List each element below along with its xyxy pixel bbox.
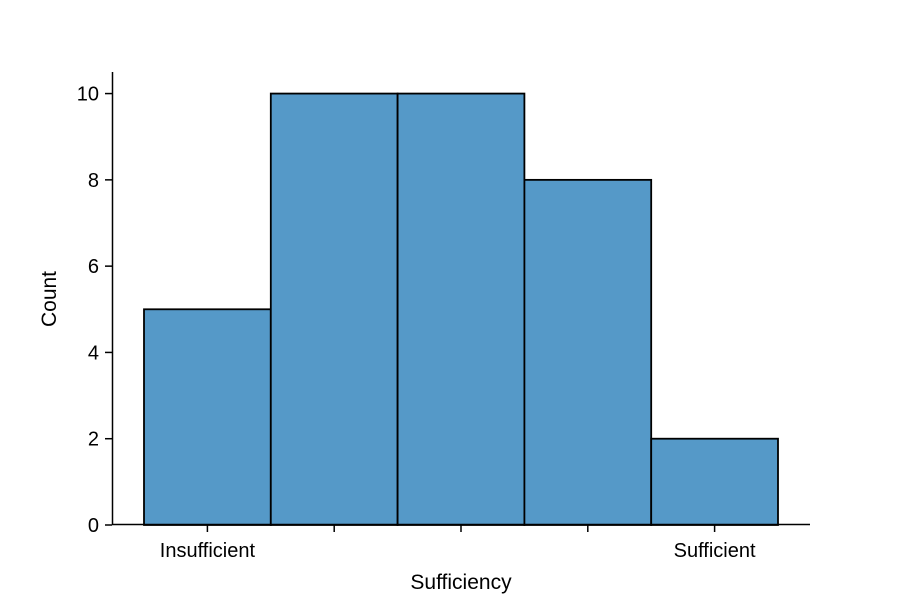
histogram-bar-4: [523, 178, 653, 526]
y-ticks: 0 2 4 6 8 10: [77, 84, 112, 537]
x-axis-label: Sufficiency: [410, 571, 512, 594]
y-tick-label: 0: [88, 515, 99, 537]
bars-layer: [143, 92, 779, 526]
histogram-bar-1: [143, 308, 272, 526]
histogram-bar-2: [269, 92, 399, 526]
x-ticks: Insufficient Sufficient: [160, 525, 756, 562]
axes-layer: [111, 72, 810, 526]
y-tick-label: 4: [88, 342, 99, 364]
y-tick-label: 2: [88, 429, 99, 451]
histogram-bar-3: [396, 92, 526, 526]
y-tick-label: 10: [77, 84, 99, 106]
histogram-bar-5: [650, 437, 779, 526]
x-tick-label: Sufficient: [674, 540, 756, 562]
y-axis-label: Count: [38, 271, 61, 327]
y-tick-label: 8: [88, 170, 99, 192]
y-tick-label: 6: [88, 256, 99, 278]
x-tick-label: Insufficient: [160, 540, 256, 562]
